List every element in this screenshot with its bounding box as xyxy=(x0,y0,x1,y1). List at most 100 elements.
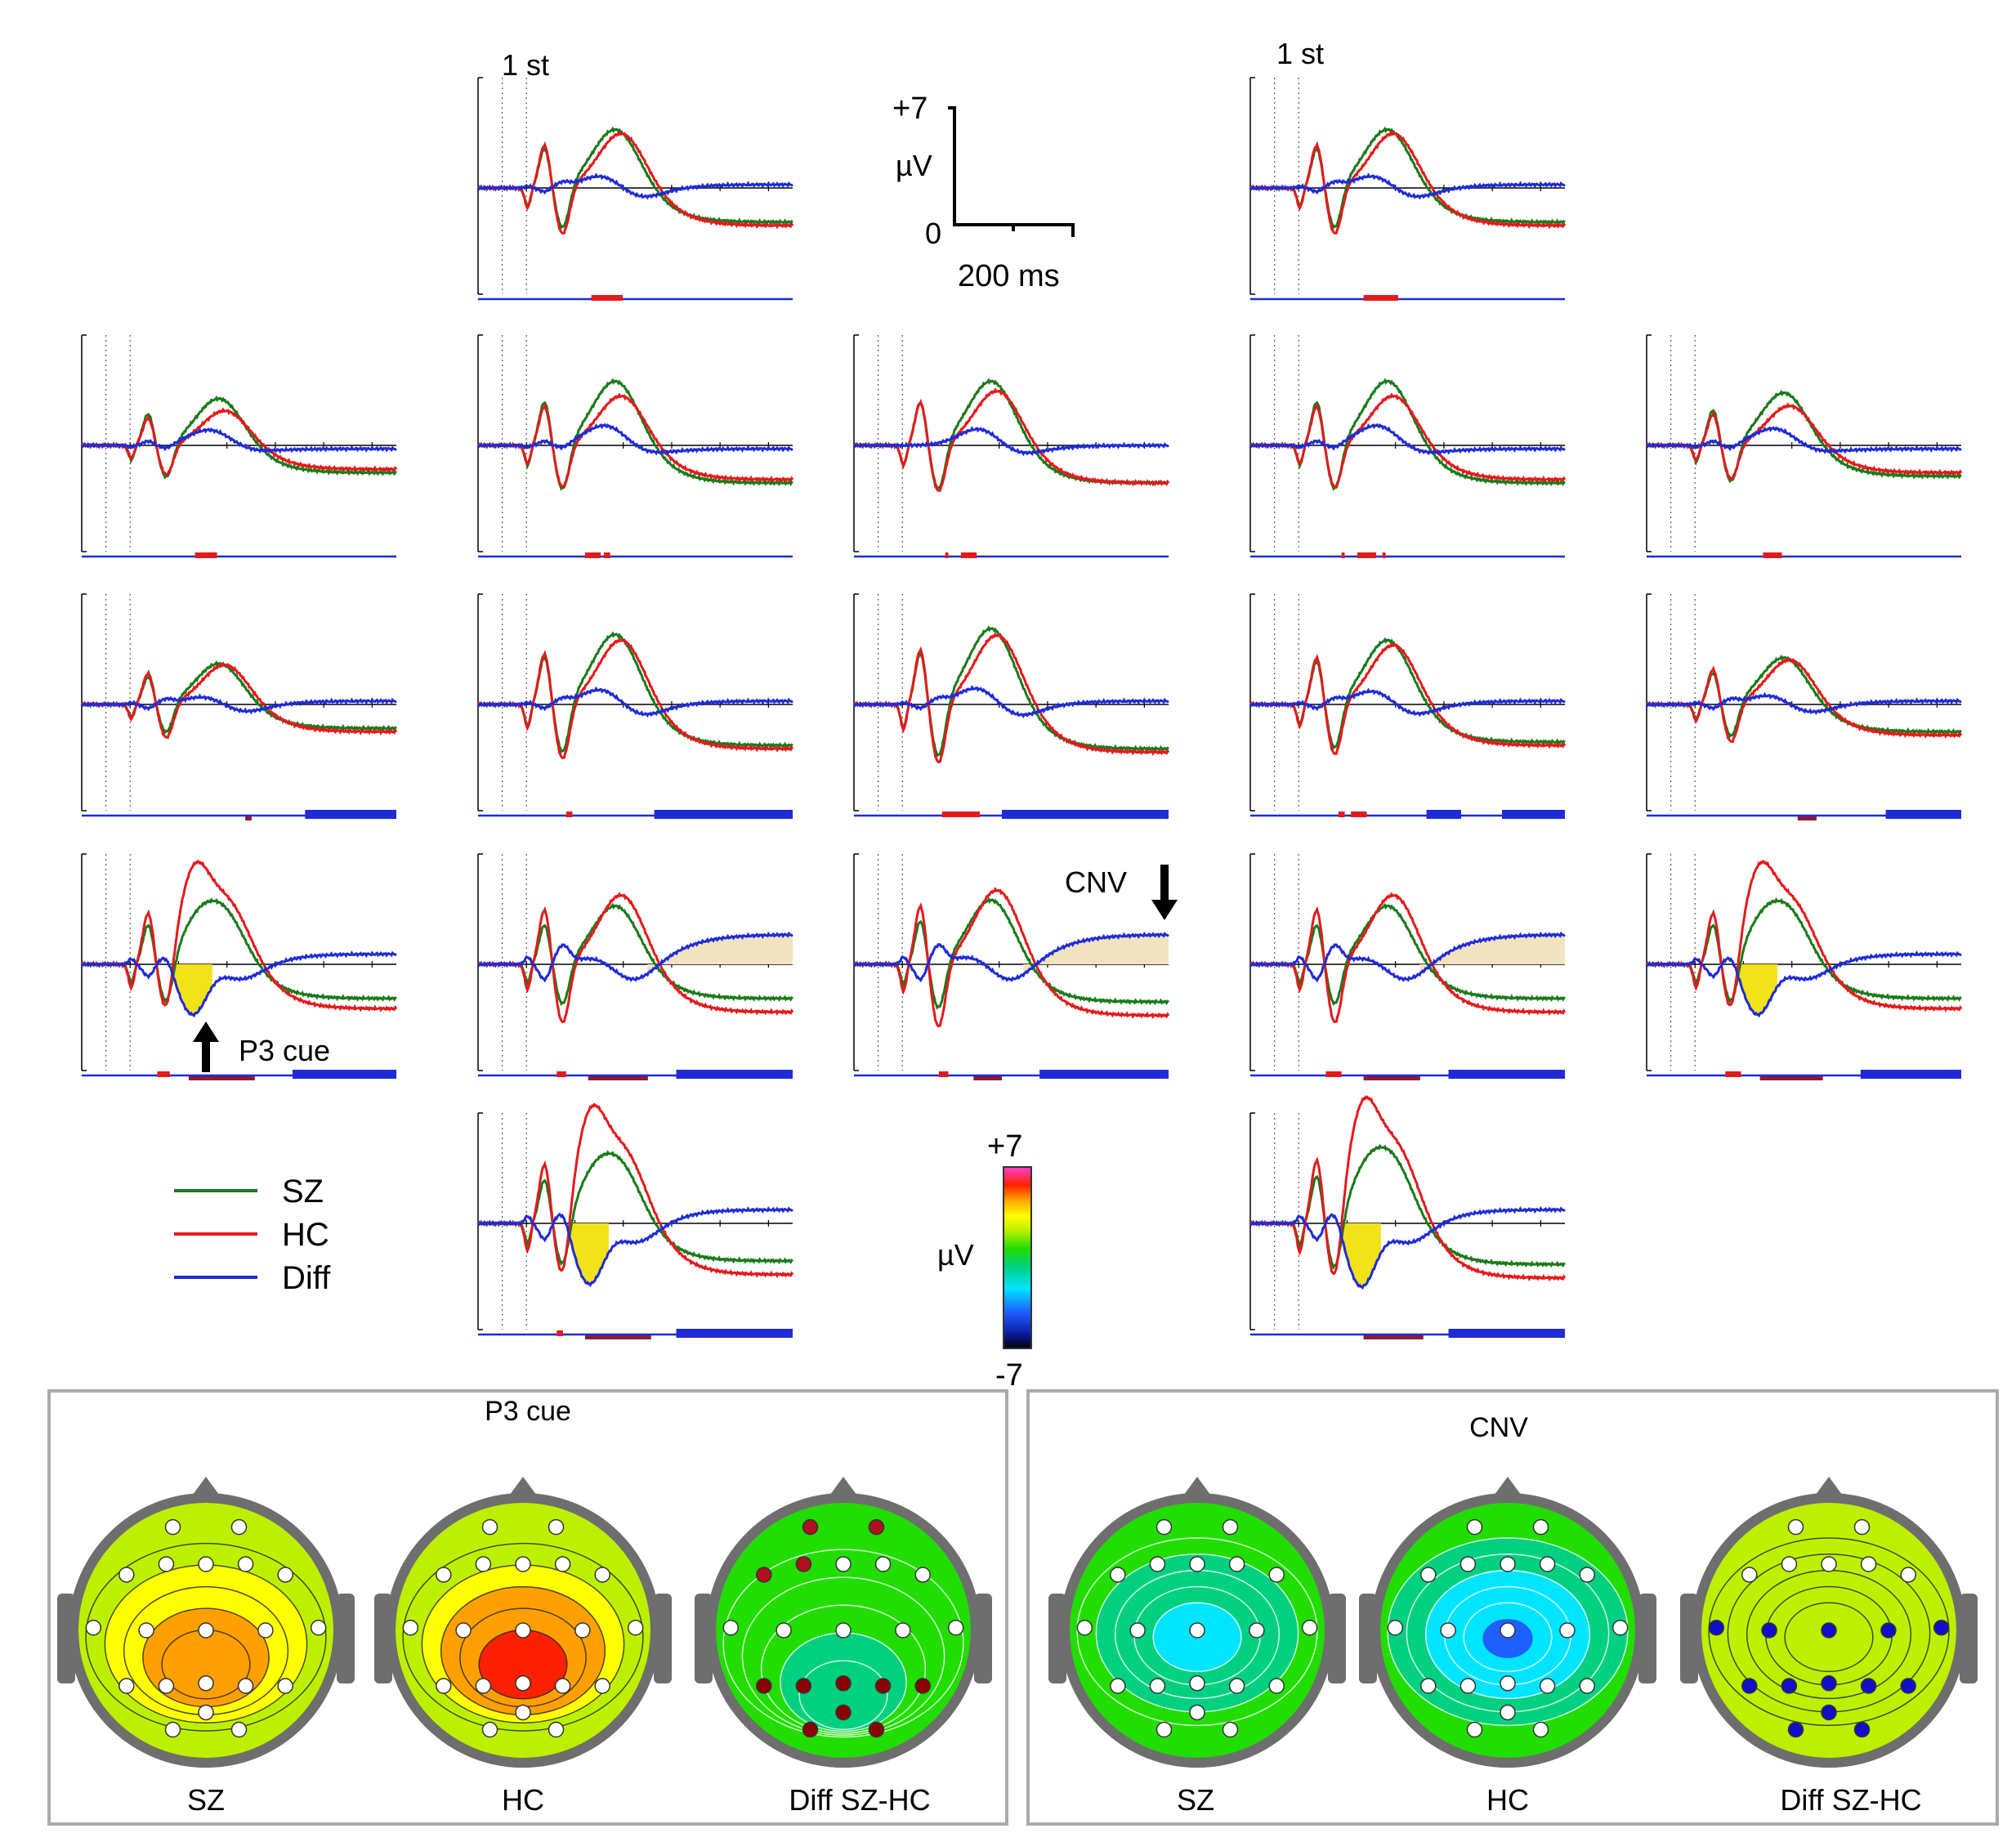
electrode-8 xyxy=(776,1622,792,1639)
electrode-19 xyxy=(1821,1704,1837,1721)
electrode-12 xyxy=(1420,1678,1437,1694)
legend-label-diff: Diff xyxy=(282,1260,331,1296)
series-sz xyxy=(477,631,793,754)
topo-label-p3-sz: SZ xyxy=(187,1783,225,1817)
electrode-19 xyxy=(835,1704,852,1721)
electrode-15 xyxy=(1860,1678,1877,1694)
series-hc xyxy=(80,661,398,740)
electrode-14 xyxy=(1189,1675,1205,1692)
series-diff xyxy=(1249,172,1566,200)
electrode-3 xyxy=(158,1556,175,1572)
series-hc xyxy=(476,892,794,1023)
significance-bar-red xyxy=(1351,811,1367,817)
electrode-15 xyxy=(237,1678,254,1694)
electrode-17 xyxy=(1466,1721,1483,1738)
electrode-19 xyxy=(198,1704,214,1721)
electrode-17 xyxy=(802,1721,819,1738)
cnv-label: CNV xyxy=(1065,865,1127,899)
significance-bar-red xyxy=(938,1071,949,1077)
significance-bar-red xyxy=(1763,552,1782,558)
electrode-11 xyxy=(947,1620,964,1636)
electrode-14 xyxy=(1500,1675,1516,1692)
series-sz xyxy=(1249,637,1566,750)
electrode-13 xyxy=(1149,1678,1166,1694)
electrode-6 xyxy=(1268,1567,1285,1583)
significance-bar-maroon xyxy=(1797,816,1817,820)
series-diff xyxy=(476,1206,793,1288)
electrode-18 xyxy=(868,1721,885,1738)
significance-bar-red xyxy=(1382,552,1386,558)
electrode-8 xyxy=(455,1622,472,1639)
topo-title-cnv: CNV xyxy=(1469,1412,1528,1443)
electrode-19 xyxy=(515,1704,531,1721)
electrode-10 xyxy=(1559,1622,1576,1639)
erp-channel-r1c0 xyxy=(80,334,398,558)
erp-channel-r3c0 xyxy=(80,853,398,1080)
significance-bar-maroon xyxy=(245,816,252,820)
electrode-11 xyxy=(1611,1620,1629,1636)
series-hc xyxy=(80,860,398,1013)
series-diff xyxy=(1249,931,1566,983)
contour-band xyxy=(1172,1619,1223,1658)
significance-bar-red xyxy=(557,1330,563,1336)
electrode-15 xyxy=(874,1678,892,1694)
electrode-11 xyxy=(310,1620,327,1636)
electrode-8 xyxy=(1761,1622,1777,1639)
head-rim xyxy=(386,1493,660,1768)
series-hc xyxy=(476,130,794,235)
erp-channel-r1c3 xyxy=(1249,334,1567,558)
series-diff xyxy=(80,693,397,715)
electrode-10 xyxy=(1880,1622,1897,1639)
topo-map-cnv-hc xyxy=(1359,1477,1656,1768)
electrode-0 xyxy=(802,1518,819,1536)
electrode-9 xyxy=(1821,1622,1837,1639)
electrode-19 xyxy=(1500,1704,1516,1721)
colorbar-min-label: -7 xyxy=(995,1358,1023,1393)
electrode-3 xyxy=(1781,1556,1798,1572)
electrode-0 xyxy=(481,1518,498,1536)
electrode-8 xyxy=(1440,1622,1456,1639)
erp-channel-r3c1 xyxy=(476,853,794,1080)
topo-map-p3-diff xyxy=(695,1477,992,1768)
series-diff xyxy=(476,931,793,983)
electrode-5 xyxy=(874,1556,892,1572)
series-hc xyxy=(852,632,1170,763)
colorbar-unit-label: µV xyxy=(937,1238,974,1272)
series-sz xyxy=(853,625,1169,758)
electrode-16 xyxy=(914,1678,931,1694)
erp-channel-r0c1 xyxy=(476,77,794,301)
contour-band xyxy=(1804,1619,1854,1658)
head-rim xyxy=(1692,1493,1966,1768)
contour-band xyxy=(181,1652,231,1691)
electrode-13 xyxy=(795,1678,812,1694)
head-rim xyxy=(1370,1493,1645,1768)
scale-bar-zero: 0 xyxy=(925,217,941,250)
electrode-0 xyxy=(164,1518,181,1536)
p3-shaded-area xyxy=(1342,1223,1381,1288)
series-diff xyxy=(1645,950,1962,1018)
erp-channel-r2c4 xyxy=(1645,593,1963,820)
electrode-12 xyxy=(436,1678,452,1694)
electrode-5 xyxy=(1228,1556,1245,1572)
electrode-7 xyxy=(1387,1620,1404,1636)
erp-channel-r1c1 xyxy=(476,334,794,558)
p3-cue-arrow-icon xyxy=(193,1022,219,1072)
significance-bar-red xyxy=(1363,295,1398,301)
significance-bar-blue xyxy=(1448,1329,1565,1338)
electrode-0 xyxy=(1787,1518,1804,1536)
cnv-shaded-area xyxy=(647,933,793,975)
electrode-4 xyxy=(1821,1556,1837,1572)
electrode-8 xyxy=(138,1622,154,1639)
colorbar: +7 µV -7 xyxy=(937,1129,1032,1393)
significance-bar-blue xyxy=(1001,810,1169,819)
electrode-10 xyxy=(257,1622,274,1639)
electrode-17 xyxy=(1787,1721,1804,1738)
erp-channel-r2c2 xyxy=(852,593,1170,819)
series-hc xyxy=(476,1102,794,1279)
head-rim xyxy=(69,1493,343,1768)
series-sz xyxy=(81,395,397,480)
electrode-4 xyxy=(835,1556,852,1572)
topo-label-cnv-hc: HC xyxy=(1486,1783,1529,1817)
cnv-shaded-area xyxy=(1023,933,1169,976)
electrode-14 xyxy=(198,1675,214,1692)
